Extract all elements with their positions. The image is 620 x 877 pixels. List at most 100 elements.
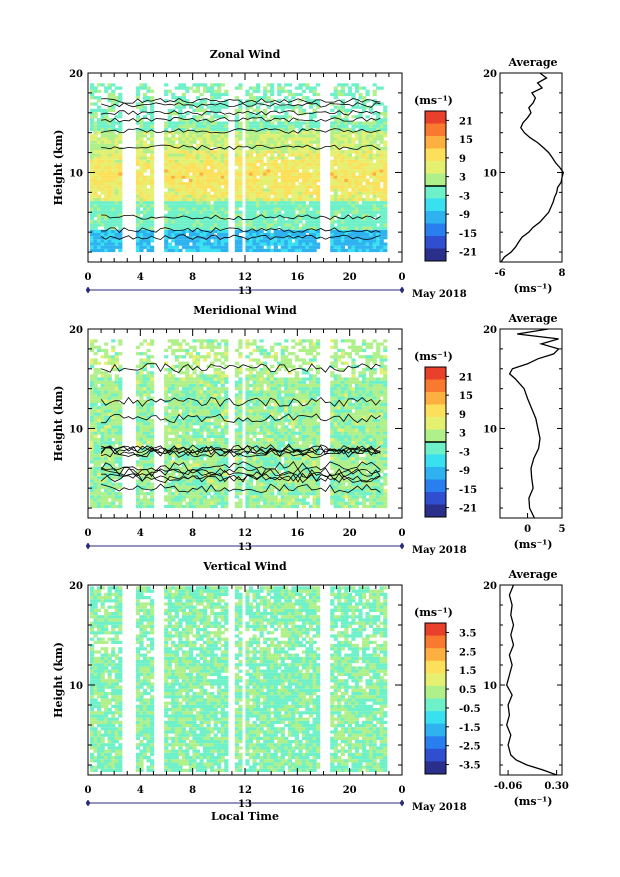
heatmap-cell (118, 397, 122, 400)
heatmap-cell (217, 416, 221, 419)
heatmap-cell (305, 83, 309, 86)
heatmap-cell (143, 109, 147, 112)
heatmap-cell (97, 393, 101, 396)
heatmap-cell (305, 246, 309, 249)
heatmap-cell (217, 188, 221, 191)
colorbar-tick-label: -21 (459, 248, 477, 259)
heatmap-cell (118, 486, 122, 489)
chart-title: Meridional Wind (193, 304, 297, 317)
heatmap-cell (171, 141, 175, 144)
heatmap-cell (185, 195, 189, 198)
heatmap-cell (224, 339, 228, 342)
heatmap-cell (118, 381, 122, 384)
heatmap-cell (358, 214, 362, 217)
heatmap-cell (284, 147, 288, 150)
heatmap-cell (108, 230, 112, 233)
heatmap-cell (150, 204, 154, 207)
heatmap-cell (207, 435, 211, 438)
heatmap-cell (260, 236, 264, 239)
heatmap-cell (94, 374, 98, 377)
heatmap-cell (249, 166, 253, 169)
heatmap-cell (348, 87, 352, 90)
heatmap-cell (380, 198, 384, 201)
heatmap-cell (207, 198, 211, 201)
heatmap-cell (196, 115, 200, 118)
heatmap-cell (238, 492, 242, 495)
heatmap-cell (185, 134, 189, 137)
heatmap-cell (383, 208, 387, 211)
average-x-tick-label: -6 (494, 268, 505, 279)
heatmap-cell (143, 125, 147, 128)
heatmap-cell (366, 195, 370, 198)
heatmap-cell (380, 141, 384, 144)
heatmap-cell (118, 502, 122, 505)
heatmap-cell (164, 204, 168, 207)
heatmap-cell (207, 192, 211, 195)
heatmap-cell (369, 128, 373, 131)
heatmap-cell (217, 141, 221, 144)
heatmap-cell (97, 467, 101, 470)
heatmap-cell (274, 179, 278, 182)
colorbar-swatch (425, 124, 446, 137)
heatmap-cell (383, 198, 387, 201)
heatmap-cell (108, 144, 112, 147)
heatmap-cell (143, 435, 147, 438)
heatmap-cell (150, 96, 154, 99)
heatmap-cell (185, 163, 189, 166)
heatmap-cell (337, 134, 341, 137)
heatmap-cell (295, 233, 299, 236)
heatmap-cell (108, 93, 112, 96)
heatmap-cell (313, 87, 317, 90)
heatmap-cell (178, 502, 182, 505)
heatmap-cell (115, 355, 119, 358)
heatmap-cell (185, 201, 189, 204)
heatmap-cell (196, 243, 200, 246)
heatmap-cell (207, 505, 211, 508)
heatmap-cell (196, 173, 200, 176)
heatmap-cell (284, 223, 288, 226)
heatmap-cell (150, 214, 154, 217)
heatmap-cell (305, 122, 309, 125)
heatmap-cell (118, 406, 122, 409)
heatmap-cell (380, 153, 384, 156)
heatmap-cell (175, 87, 179, 90)
heatmap-cell (224, 483, 228, 486)
y-tick-label: 20 (69, 69, 83, 80)
heatmap-cell (150, 429, 154, 432)
heatmap-cell (118, 441, 122, 444)
heatmap-cell (369, 204, 373, 207)
heatmap-cell (108, 153, 112, 156)
heatmap-cell (284, 160, 288, 163)
heatmap-cell (108, 87, 112, 90)
heatmap-cell (175, 339, 179, 342)
heatmap-cell (337, 176, 341, 179)
heatmap-cell (97, 349, 101, 352)
heatmap-cell (238, 502, 242, 505)
heatmap-cell (217, 346, 221, 349)
heatmap-cell (150, 137, 154, 140)
heatmap-cell (143, 381, 147, 384)
heatmap-cell (277, 93, 281, 96)
heatmap-cell (118, 192, 122, 195)
heatmap-cell (115, 362, 119, 365)
heatmap-cell (97, 406, 101, 409)
heatmap-cell (108, 192, 112, 195)
heatmap-cell (380, 150, 384, 153)
heatmap-cell (217, 204, 221, 207)
heatmap-cell (97, 486, 101, 489)
heatmap-cell (97, 188, 101, 191)
heatmap-cell (108, 233, 112, 236)
heatmap-cell (108, 176, 112, 179)
heatmap-cell (108, 406, 112, 409)
heatmap-cell (369, 220, 373, 223)
heatmap-cell (224, 220, 228, 223)
heatmap-cell (97, 368, 101, 371)
heatmap-cell (94, 352, 98, 355)
heatmap-cell (207, 208, 211, 211)
heatmap-cell (175, 204, 179, 207)
heatmap-cell (284, 115, 288, 118)
heatmap-cell (104, 343, 108, 346)
heatmap-cell (260, 163, 264, 166)
heatmap-cell (235, 495, 239, 498)
heatmap-cell (238, 131, 242, 134)
